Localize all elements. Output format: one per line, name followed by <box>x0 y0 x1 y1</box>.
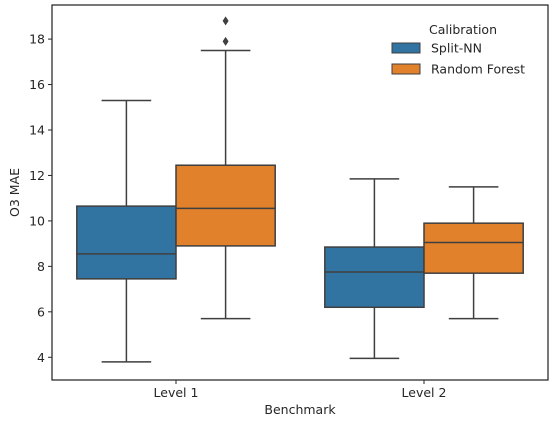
box-split-nn-level-2 <box>324 178 425 360</box>
box-iqr <box>324 246 425 309</box>
y-tick-label: 12 <box>29 168 45 183</box>
box-iqr <box>423 222 524 274</box>
box-random-forest-level-1 <box>175 16 276 320</box>
y-tick-label: 16 <box>29 77 45 92</box>
y-tick-label: 14 <box>29 123 45 138</box>
x-axis-ticks: Level 1 Level 2 <box>154 380 447 400</box>
y-tick-label: 8 <box>37 259 45 274</box>
legend-items: Split-NN Random Forest <box>391 41 525 77</box>
legend-swatch <box>391 42 421 54</box>
outlier-marker <box>222 16 229 26</box>
y-tick-label: 10 <box>29 213 45 228</box>
y-tick-label: 4 <box>37 350 45 365</box>
x-tick-label: Level 2 <box>402 385 447 400</box>
legend-swatch <box>391 63 421 75</box>
x-axis-label: Benchmark <box>264 402 336 417</box>
box-split-nn-level-1 <box>76 99 177 363</box>
outlier-marker <box>222 36 229 46</box>
legend-label: Random Forest <box>431 62 525 77</box>
legend-label: Split-NN <box>431 41 482 56</box>
y-axis-label: O3 MAE <box>7 168 22 217</box>
legend-title: Calibration <box>429 22 497 37</box>
box-iqr <box>76 205 177 280</box>
y-axis-ticks: 4 6 8 10 12 14 16 18 <box>29 32 52 365</box>
plot-frame <box>51 4 549 381</box>
y-tick-label: 18 <box>29 32 45 47</box>
box-random-forest-level-2 <box>423 186 524 320</box>
boxes-layer <box>76 16 524 363</box>
y-tick-label: 6 <box>37 304 45 319</box>
box-iqr <box>175 164 276 247</box>
x-tick-label: Level 1 <box>154 385 199 400</box>
legend: Calibration Split-NN Random Forest <box>391 22 525 77</box>
